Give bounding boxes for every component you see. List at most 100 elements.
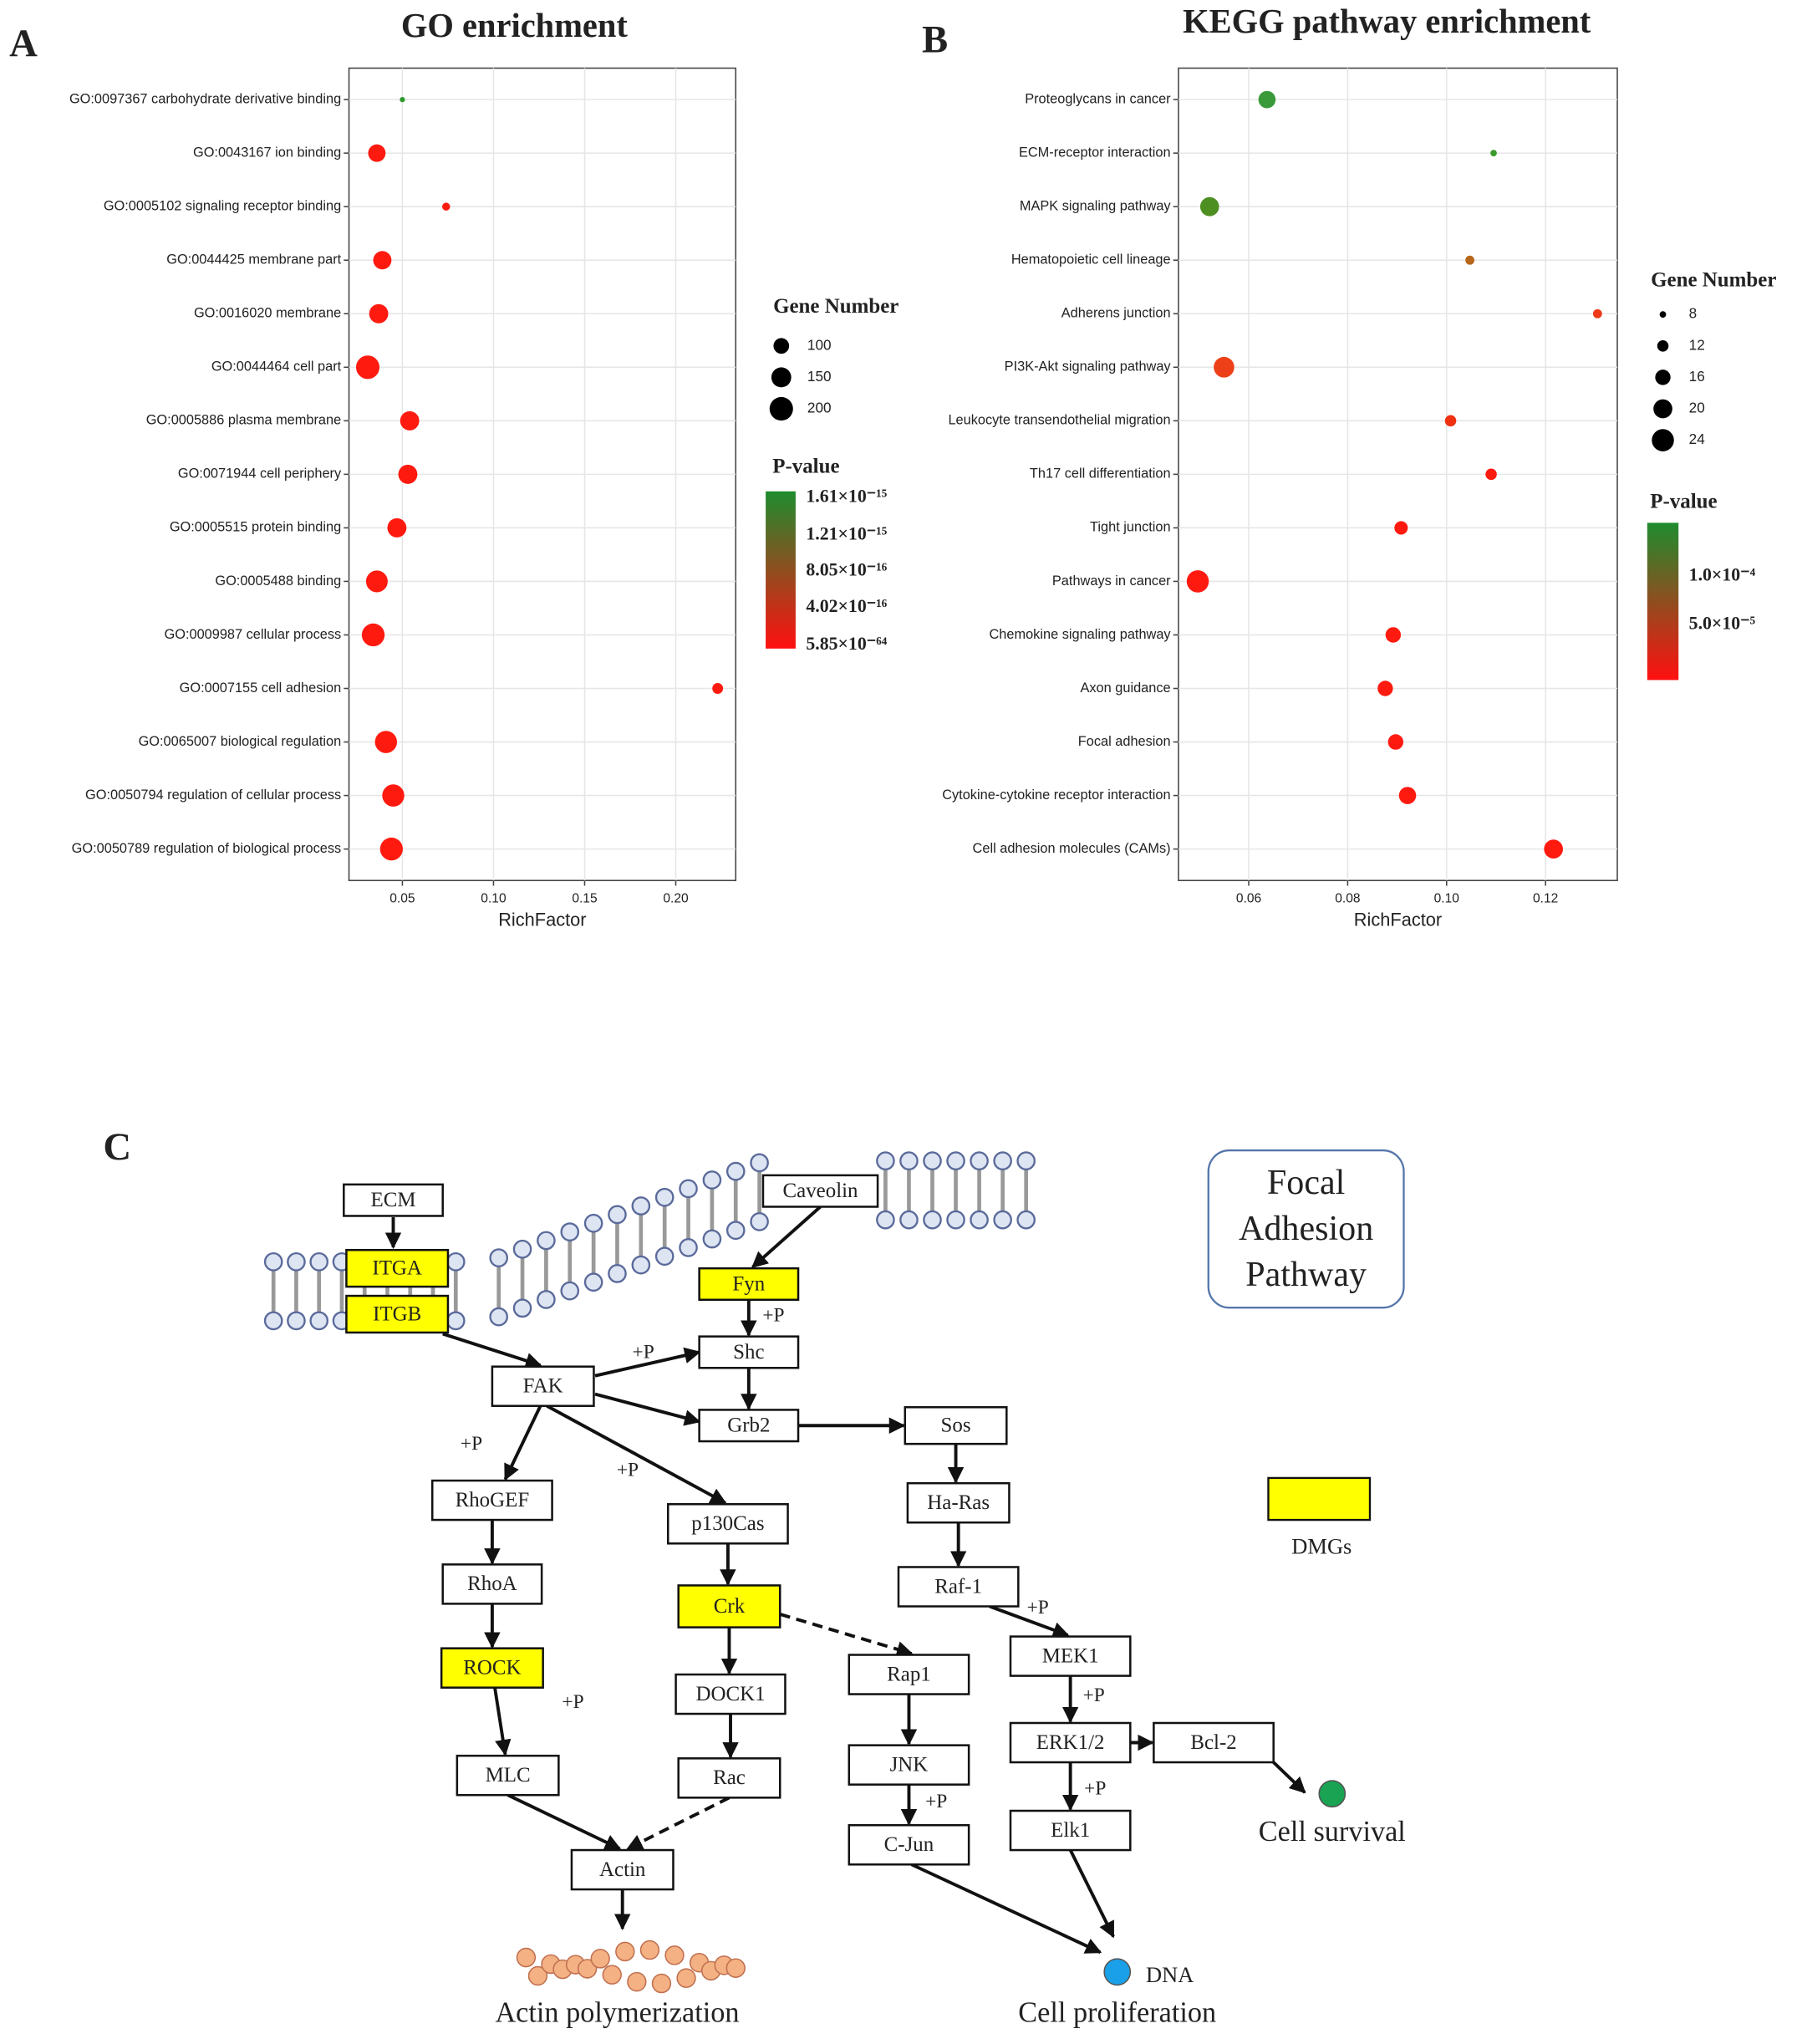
x-tick-label: 0.12 (1533, 891, 1558, 905)
lipid-head (445, 1311, 466, 1331)
y-tick-label: Focal adhesion (1078, 734, 1171, 749)
legend-label: 150 (807, 368, 832, 385)
dot (1385, 627, 1402, 643)
node-box (1009, 1635, 1132, 1677)
lipid-head (560, 1281, 580, 1301)
lipid-head (970, 1210, 989, 1230)
lipid-head (287, 1311, 306, 1331)
dot (1592, 308, 1602, 319)
node-label: DOCK1 (695, 1683, 765, 1705)
arrow (1068, 1849, 1115, 1939)
node-box (570, 1848, 675, 1891)
x-tick-label: 0.05 (389, 891, 415, 905)
dot (355, 355, 380, 380)
actin-bead (639, 1940, 660, 1960)
legend-dot (1652, 429, 1674, 451)
legend-dot (1657, 339, 1669, 352)
dot (400, 410, 420, 431)
arrow (493, 1687, 512, 1756)
lipid-head (923, 1151, 942, 1170)
phospho-label: +P (1084, 1777, 1106, 1799)
lipid-head (631, 1196, 651, 1216)
node-box (1009, 1721, 1132, 1764)
legend-label: DMGs (1291, 1534, 1352, 1559)
node-box (848, 1744, 970, 1786)
dot (1394, 521, 1408, 535)
y-tick-label: Chemokine signaling pathway (990, 627, 1172, 642)
lipid-head (876, 1210, 895, 1230)
node-label: ERK1/2 (1036, 1731, 1105, 1754)
actin-bead (627, 1971, 647, 1992)
lipid-head (725, 1221, 746, 1241)
y-tick-label: GO:0005886 plasma membrane (146, 413, 341, 428)
node-label: C-Jun (884, 1833, 934, 1856)
dashed-arrow (779, 1613, 914, 1658)
lipid-head (608, 1205, 627, 1225)
lipid-head (263, 1251, 283, 1272)
dot (712, 683, 724, 694)
actin-bead (651, 1973, 672, 1994)
dot (442, 202, 451, 211)
x-axis-label: RichFactor (1354, 910, 1442, 930)
lipid-head (899, 1151, 919, 1170)
phospho-label: +P (1083, 1685, 1105, 1706)
y-tick-label: Hematopoietic cell lineage (1011, 252, 1171, 268)
color-bar-label: 4.02×10⁻¹⁶ (806, 596, 887, 616)
node-box (491, 1365, 595, 1407)
node-box (904, 1406, 1008, 1445)
lipid-head (654, 1246, 675, 1267)
color-bar-label: 1.0×10⁻⁴ (1689, 564, 1756, 584)
dot (1387, 734, 1404, 750)
lipid-head (309, 1311, 328, 1331)
lipid-head (876, 1151, 895, 1170)
lipid-head (679, 1238, 698, 1257)
lipid-head (489, 1248, 508, 1267)
x-tick-label: 0.10 (481, 891, 507, 905)
node-box (698, 1267, 800, 1302)
dot (387, 517, 407, 538)
lipid-head (537, 1231, 556, 1251)
outcome-label: Cell proliferation (1018, 1996, 1216, 2028)
dot (1258, 90, 1276, 109)
y-tick-label: PI3K-Akt signaling pathway (1005, 359, 1172, 375)
actin-bead (615, 1941, 635, 1962)
y-tick-label: GO:0044425 membrane part (166, 252, 341, 268)
dashed-arrow (626, 1796, 731, 1851)
color-bar (1647, 522, 1679, 680)
legend-dot (1659, 311, 1667, 319)
actin-bead (725, 1958, 746, 1978)
lipid-head (923, 1210, 942, 1230)
node-box (431, 1479, 553, 1522)
x-tick-label: 0.08 (1335, 891, 1360, 905)
chart-title: KEGG pathway enrichment (1183, 3, 1591, 40)
x-tick-label: 0.20 (663, 891, 689, 905)
lipid-head (654, 1187, 675, 1207)
lipid-head (489, 1307, 508, 1327)
node-box (698, 1409, 800, 1443)
x-tick-label: 0.15 (572, 891, 598, 905)
node-label: Raf-1 (934, 1575, 982, 1598)
node-box (848, 1654, 970, 1695)
dot (382, 784, 405, 807)
node-label: p130Cas (691, 1512, 764, 1535)
dot (1398, 787, 1417, 804)
actin-bead (664, 1945, 685, 1965)
node-label: ITGB (373, 1302, 421, 1325)
node-label: Fyn (732, 1272, 765, 1295)
arrow (594, 1347, 701, 1378)
node-box (343, 1183, 444, 1217)
legend-swatch (1267, 1476, 1372, 1522)
lipid-head (512, 1298, 532, 1318)
legend-label: 100 (807, 336, 832, 353)
y-tick-label: GO:0097367 carbohydrate derivative bindi… (69, 91, 341, 106)
node-label: RhoGEF (456, 1489, 530, 1511)
node-label: Bcl-2 (1190, 1731, 1236, 1754)
lipid-head (1016, 1210, 1036, 1230)
dot (374, 731, 398, 753)
panel-label: B (922, 18, 948, 61)
y-tick-label: Tight junction (1090, 520, 1171, 535)
y-tick-label: MAPK signaling pathway (1020, 198, 1172, 213)
dot (1465, 255, 1475, 265)
actin-bead (676, 1968, 696, 1988)
legend-label: 16 (1689, 368, 1705, 385)
